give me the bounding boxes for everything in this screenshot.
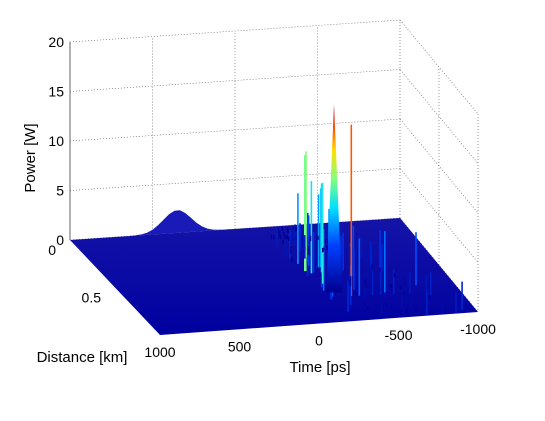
initial-pulse-hump <box>70 210 400 240</box>
y-tick-label: 0 <box>48 242 56 258</box>
grid-line-power-side <box>399 69 479 164</box>
x-tick-label: 0 <box>315 333 323 349</box>
grid-line-power <box>69 19 401 43</box>
y-tick-label: 0.5 <box>82 290 102 306</box>
spike-cluster <box>270 104 463 317</box>
z-tick-label: 20 <box>48 34 64 50</box>
grid-line-power <box>69 168 401 191</box>
grid-line-power <box>69 69 401 92</box>
z-tick-label: 0 <box>56 232 64 248</box>
z-tick-label: 5 <box>56 183 64 199</box>
peak-spike <box>326 104 342 293</box>
y-axis-ticks: 00.5 <box>48 242 101 306</box>
z-axis-label: Power [W] <box>22 123 39 192</box>
x-axis-label: Time [ps] <box>289 359 350 376</box>
x-tick-label: 500 <box>228 338 252 354</box>
z-tick-label: 15 <box>48 84 64 100</box>
x-tick-label: -1000 <box>460 321 496 337</box>
z-tick-label: 10 <box>48 133 64 149</box>
y-axis-label: Distance [km] <box>37 349 128 366</box>
x-tick-label: 1000 <box>144 344 175 360</box>
x-tick-label: -500 <box>384 327 412 343</box>
x-axis-ticks: 1000 500 0 -500 -1000 <box>144 321 496 360</box>
z-axis-ticks: 0 5 10 15 20 <box>48 34 64 248</box>
